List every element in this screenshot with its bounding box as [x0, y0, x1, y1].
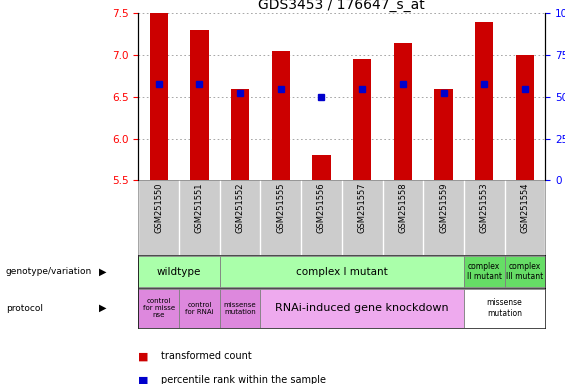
Bar	[138, 289, 179, 328]
Text: GSM251553: GSM251553	[480, 183, 489, 233]
Text: GSM251554: GSM251554	[520, 183, 529, 233]
Text: percentile rank within the sample: percentile rank within the sample	[161, 375, 326, 384]
Text: wildtype: wildtype	[157, 266, 201, 277]
Text: GSM251551: GSM251551	[195, 183, 204, 233]
Text: control
for RNAi: control for RNAi	[185, 302, 214, 314]
Text: GSM251557: GSM251557	[358, 183, 367, 233]
Text: ▶: ▶	[99, 303, 106, 313]
Bar	[394, 43, 412, 180]
Text: complex I mutant: complex I mutant	[296, 266, 388, 277]
Bar	[220, 256, 464, 287]
Bar	[220, 289, 260, 328]
Bar	[464, 289, 545, 328]
Text: GSM251550: GSM251550	[154, 183, 163, 233]
Bar	[150, 13, 168, 180]
Text: control
for misse
nse: control for misse nse	[143, 298, 175, 318]
Text: GSM251559: GSM251559	[439, 183, 448, 233]
Bar	[312, 156, 331, 180]
Bar	[353, 60, 371, 180]
Bar	[179, 289, 220, 328]
Text: GSM251555: GSM251555	[276, 183, 285, 233]
Text: genotype/variation: genotype/variation	[6, 267, 92, 276]
Text: protocol: protocol	[6, 304, 42, 313]
Text: complex
III mutant: complex III mutant	[506, 262, 544, 281]
Text: missense
mutation: missense mutation	[224, 302, 257, 314]
Text: complex
II mutant: complex II mutant	[467, 262, 502, 281]
Text: GSM251558: GSM251558	[398, 183, 407, 233]
Text: RNAi-induced gene knockdown: RNAi-induced gene knockdown	[275, 303, 449, 313]
Text: GSM251556: GSM251556	[317, 183, 326, 233]
Text: ■: ■	[138, 351, 149, 361]
Text: ▶: ▶	[99, 266, 106, 277]
Text: GSM251552: GSM251552	[236, 183, 245, 233]
Bar	[190, 30, 208, 180]
Text: missense
mutation: missense mutation	[486, 298, 523, 318]
Bar	[516, 55, 534, 180]
Bar	[434, 89, 453, 180]
Text: transformed count: transformed count	[161, 351, 252, 361]
Title: GDS3453 / 176647_s_at: GDS3453 / 176647_s_at	[258, 0, 425, 12]
Bar	[260, 289, 464, 328]
Bar	[464, 256, 505, 287]
Bar	[475, 22, 493, 180]
Bar	[505, 256, 545, 287]
Bar	[272, 51, 290, 180]
Text: ■: ■	[138, 375, 149, 384]
Bar	[138, 256, 220, 287]
Bar	[231, 89, 249, 180]
